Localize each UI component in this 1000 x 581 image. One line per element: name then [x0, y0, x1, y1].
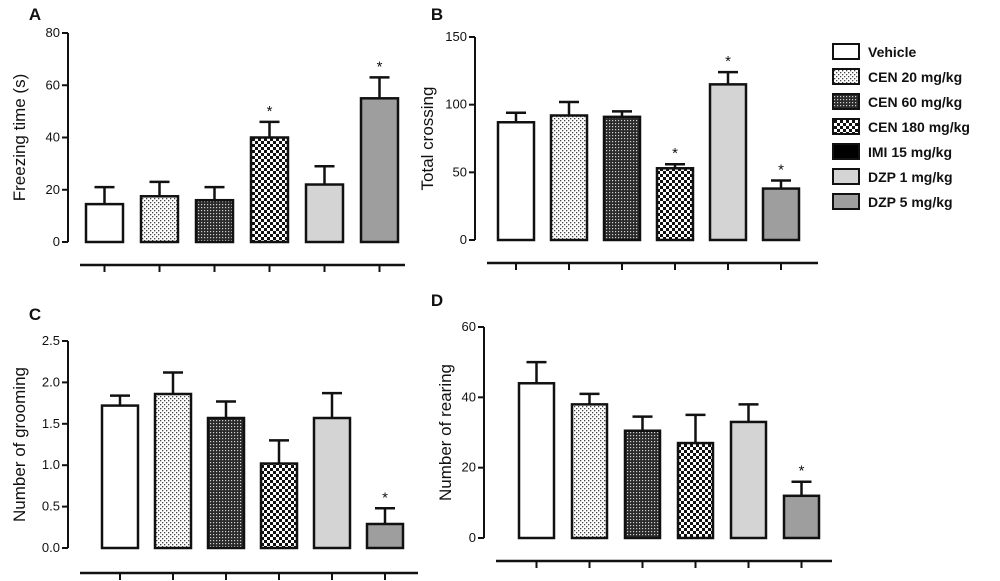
significance-marker: * [672, 145, 678, 162]
panel-letter: D [431, 291, 443, 310]
bar-vehicle [100, 404, 140, 550]
y-tick-label: 0.0 [42, 540, 60, 555]
legend-label: CEN 20 mg/kg [868, 69, 962, 85]
bar-dzp-1-mg-kg [312, 416, 352, 550]
legend: Vehicle CEN 20 mg/kg CEN 60 mg/kg CEN 180 m… [832, 43, 970, 210]
y-tick-label: 1.0 [42, 457, 60, 472]
bar-vehicle [84, 202, 125, 244]
legend-label: IMI 15 mg/kg [868, 144, 952, 160]
bar-cen-60-mg-kg [194, 198, 235, 244]
bar-dzp-5-mg-kg [359, 97, 400, 244]
y-tick-label: 0 [460, 232, 467, 247]
significance-marker: * [382, 489, 388, 506]
significance-marker: * [799, 463, 805, 480]
bar-cen-20-mg-kg [153, 392, 193, 550]
legend-swatch [832, 93, 860, 110]
bar-cen-180-mg-kg [259, 462, 299, 550]
y-tick-label: 100 [445, 97, 467, 112]
y-axis-label: Number of grooming [10, 367, 29, 522]
bar-dzp-5-mg-kg [761, 187, 801, 242]
y-tick-label: 20 [46, 182, 60, 197]
legend-item: DZP 5 mg/kg [832, 193, 953, 210]
significance-marker: * [778, 161, 784, 178]
legend-label: CEN 60 mg/kg [868, 94, 962, 110]
y-tick-label: 40 [462, 389, 476, 404]
y-tick-label: 60 [462, 319, 476, 334]
legend-swatch [832, 118, 860, 135]
bar-cen-60-mg-kg [206, 416, 246, 550]
panel-letter: C [29, 305, 41, 324]
legend-swatch [832, 168, 860, 185]
legend-item: IMI 15 mg/kg [832, 143, 952, 160]
bar-dzp-1-mg-kg [708, 83, 748, 242]
legend-item: CEN 20 mg/kg [832, 68, 962, 85]
bar-cen-180-mg-kg [249, 136, 290, 244]
y-tick-label: 1.5 [42, 416, 60, 431]
bar-dzp-5-mg-kg [782, 494, 821, 540]
legend-item: CEN 180 mg/kg [832, 118, 970, 135]
significance-marker: * [377, 58, 383, 75]
legend-label: DZP 5 mg/kg [868, 194, 953, 210]
bar-cen-180-mg-kg [655, 167, 695, 242]
bar-cen-20-mg-kg [570, 403, 609, 540]
bar-dzp-1-mg-kg [729, 420, 768, 540]
legend-label: DZP 1 mg/kg [868, 169, 953, 185]
y-tick-label: 150 [445, 29, 467, 44]
bar-vehicle [517, 382, 556, 540]
panel-b: B 0 50 100 150 Total crossing * * * [418, 5, 818, 270]
y-tick-label: 0.5 [42, 499, 60, 514]
bar-vehicle [496, 121, 536, 242]
panel-letter: A [29, 5, 41, 24]
legend-swatch [832, 193, 860, 210]
legend-item: Vehicle [832, 43, 916, 60]
panel-c: C 0.0 0.5 1.0 1.5 2.0 2.5 Number of grooming * [10, 305, 418, 580]
y-axis-label: Freezing time (s) [10, 74, 29, 202]
legend-item: CEN 60 mg/kg [832, 93, 962, 110]
legend-swatch [832, 143, 860, 160]
legend-swatch [832, 43, 860, 60]
bar-cen-60-mg-kg [602, 115, 642, 242]
y-axis-label: Number of rearing [436, 364, 455, 501]
y-axis-label: Total crossing [418, 87, 437, 191]
bar-dzp-5-mg-kg [365, 522, 405, 550]
significance-marker: * [267, 103, 273, 120]
y-tick-label: 20 [462, 460, 476, 475]
y-tick-label: 0 [53, 234, 60, 249]
legend-item: DZP 1 mg/kg [832, 168, 953, 185]
bar-cen-60-mg-kg [623, 429, 662, 540]
y-tick-label: 60 [46, 77, 60, 92]
panel-letter: B [431, 5, 443, 24]
y-tick-label: 0 [469, 530, 476, 545]
y-tick-label: 2.0 [42, 374, 60, 389]
y-tick-label: 80 [46, 25, 60, 40]
y-tick-label: 50 [453, 164, 467, 179]
legend-swatch [832, 68, 860, 85]
y-tick-label: 2.5 [42, 333, 60, 348]
legend-label: CEN 180 mg/kg [868, 119, 970, 135]
y-tick-label: 40 [46, 130, 60, 145]
panel-d: D 0 20 40 60 Number of rearing * [431, 291, 832, 568]
bar-dzp-1-mg-kg [304, 183, 345, 244]
bar-cen-20-mg-kg [549, 114, 589, 242]
panel-a: A 0 20 40 60 80 Freezing time (s) * * [10, 5, 405, 272]
bar-cen-180-mg-kg [676, 441, 715, 540]
legend-label: Vehicle [868, 44, 916, 60]
significance-marker: * [725, 53, 731, 70]
bar-cen-20-mg-kg [139, 195, 180, 244]
